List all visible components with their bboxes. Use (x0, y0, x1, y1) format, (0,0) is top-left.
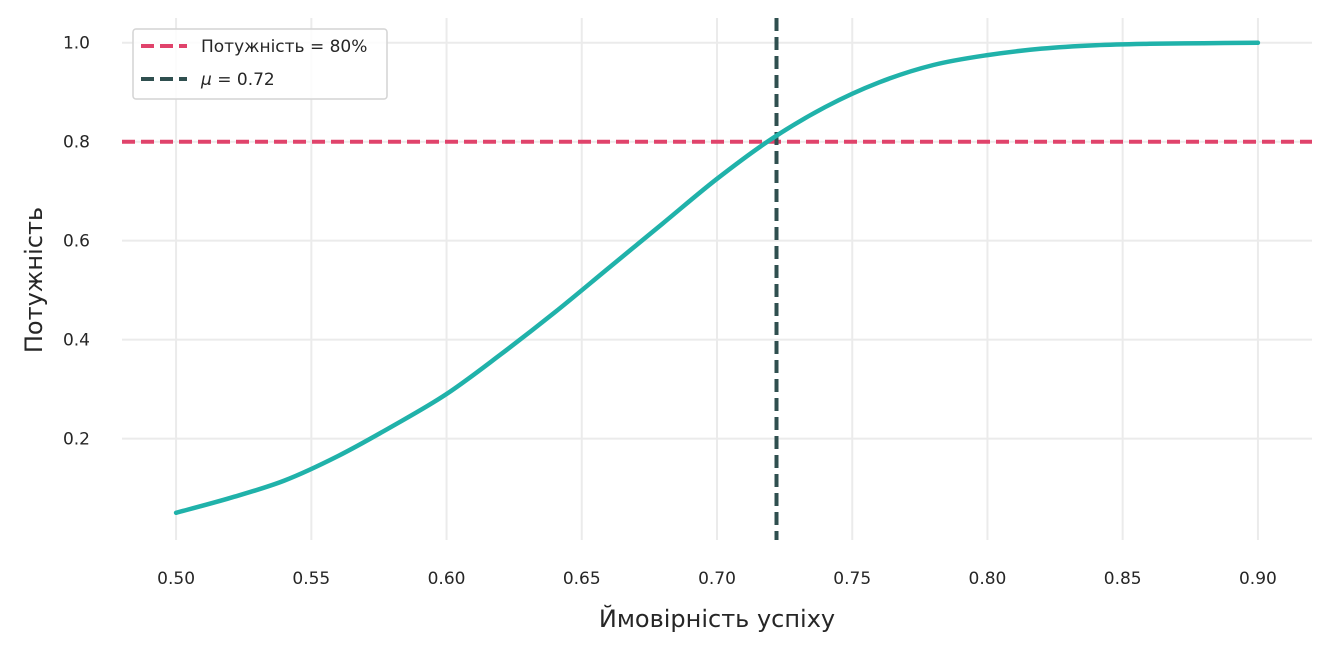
x-tick-label: 0.80 (969, 569, 1007, 589)
legend: Потужність = 80% μ = 0.72 (132, 28, 388, 100)
y-tick-label: 0.8 (63, 133, 90, 153)
reference-lines-layer (122, 18, 1312, 540)
legend-box (132, 28, 388, 100)
y-tick-label: 0.4 (63, 331, 90, 351)
legend-label-mu-value: = 0.72 (212, 70, 275, 90)
x-tick-labels: 0.50 0.55 0.60 0.65 0.70 0.75 0.80 0.85 0.90 (157, 569, 1277, 589)
x-tick-label: 0.50 (157, 569, 195, 589)
y-tick-label: 1.0 (63, 34, 90, 54)
x-tick-label: 0.85 (1104, 569, 1142, 589)
y-tick-labels: 0.2 0.4 0.6 0.8 1.0 (63, 34, 90, 450)
x-tick-label: 0.70 (698, 569, 736, 589)
x-tick-label: 0.65 (563, 569, 601, 589)
legend-label-power-80: Потужність = 80% (201, 37, 367, 57)
legend-label-mu-symbol: μ (200, 70, 212, 90)
y-axis-title: Потужність (20, 207, 48, 353)
x-tick-label: 0.60 (428, 569, 466, 589)
y-tick-label: 0.2 (63, 430, 90, 450)
y-tick-label: 0.6 (63, 232, 90, 252)
x-tick-label: 0.90 (1239, 569, 1277, 589)
legend-label-mu: μ = 0.72 (200, 70, 275, 90)
x-tick-label: 0.75 (833, 569, 871, 589)
x-tick-label: 0.55 (292, 569, 330, 589)
power-curve-line (173, 40, 1261, 516)
x-axis-title: Ймовірність успіху (599, 604, 835, 633)
series-layer (173, 40, 1261, 516)
